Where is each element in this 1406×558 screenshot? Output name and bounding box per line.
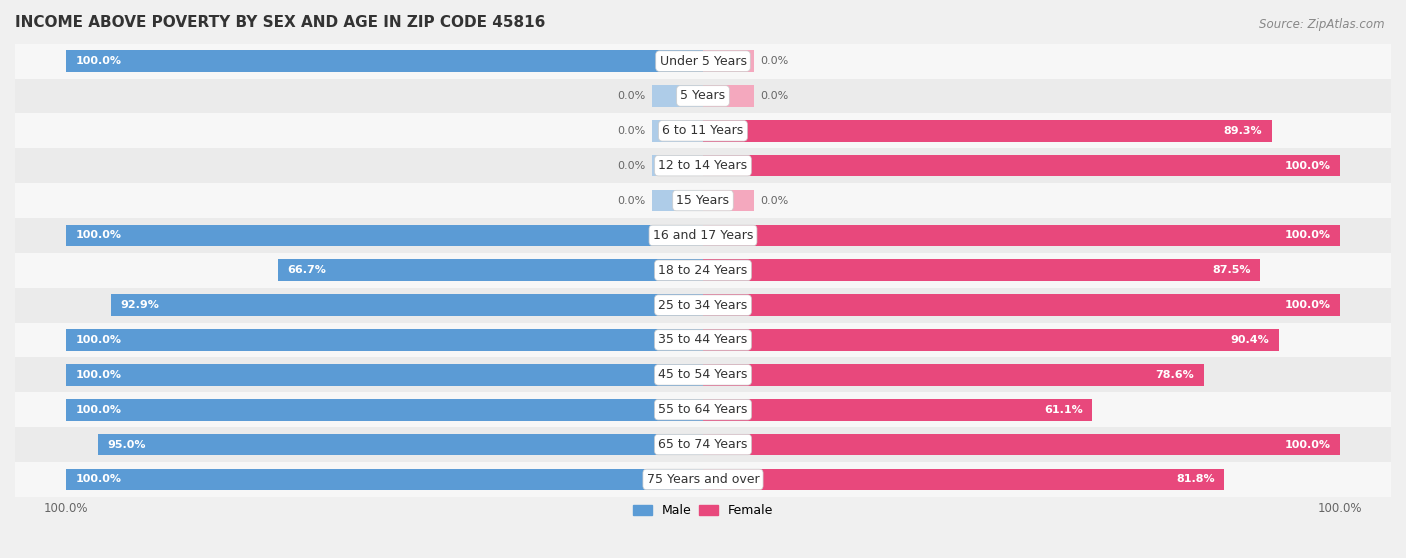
Text: INCOME ABOVE POVERTY BY SEX AND AGE IN ZIP CODE 45816: INCOME ABOVE POVERTY BY SEX AND AGE IN Z… [15, 15, 546, 30]
Text: 100.0%: 100.0% [76, 335, 121, 345]
Bar [703, 85, 754, 107]
Bar [3, 79, 1403, 113]
Text: 81.8%: 81.8% [1175, 474, 1215, 484]
Bar [66, 399, 703, 421]
Bar [3, 358, 1403, 392]
Text: 18 to 24 Years: 18 to 24 Years [658, 264, 748, 277]
Text: 100.0%: 100.0% [76, 370, 121, 380]
Bar [703, 224, 1340, 246]
Bar [652, 155, 703, 176]
Bar [278, 259, 703, 281]
Text: 55 to 64 Years: 55 to 64 Years [658, 403, 748, 416]
Bar [703, 399, 1092, 421]
Bar [3, 288, 1403, 323]
Bar [66, 50, 703, 72]
Bar [703, 190, 754, 211]
Text: 75 Years and over: 75 Years and over [647, 473, 759, 486]
Bar [703, 259, 1260, 281]
Bar [3, 323, 1403, 358]
Text: 66.7%: 66.7% [288, 265, 326, 275]
Bar [66, 364, 703, 386]
Text: 0.0%: 0.0% [761, 91, 789, 101]
Text: 45 to 54 Years: 45 to 54 Years [658, 368, 748, 381]
Text: 87.5%: 87.5% [1212, 265, 1251, 275]
Bar [66, 224, 703, 246]
Text: 100.0%: 100.0% [1285, 230, 1330, 240]
Bar [652, 120, 703, 142]
Text: 6 to 11 Years: 6 to 11 Years [662, 124, 744, 137]
Text: 100.0%: 100.0% [76, 405, 121, 415]
Text: 15 Years: 15 Years [676, 194, 730, 207]
Text: 100.0%: 100.0% [76, 230, 121, 240]
Text: 0.0%: 0.0% [761, 195, 789, 205]
Bar [703, 469, 1225, 490]
Text: 0.0%: 0.0% [761, 56, 789, 66]
Text: Source: ZipAtlas.com: Source: ZipAtlas.com [1260, 18, 1385, 31]
Text: 0.0%: 0.0% [617, 91, 645, 101]
Bar [703, 155, 1340, 176]
Text: 100.0%: 100.0% [76, 56, 121, 66]
Bar [3, 462, 1403, 497]
Bar [703, 364, 1204, 386]
Text: 100.0%: 100.0% [1285, 161, 1330, 171]
Bar [703, 294, 1340, 316]
Bar [703, 329, 1279, 351]
Text: 12 to 14 Years: 12 to 14 Years [658, 159, 748, 172]
Bar [703, 50, 754, 72]
Text: 0.0%: 0.0% [617, 195, 645, 205]
Text: 35 to 44 Years: 35 to 44 Years [658, 334, 748, 347]
Bar [3, 183, 1403, 218]
Text: 95.0%: 95.0% [107, 440, 146, 450]
Bar [3, 44, 1403, 79]
Text: 0.0%: 0.0% [617, 126, 645, 136]
Text: 65 to 74 Years: 65 to 74 Years [658, 438, 748, 451]
Bar [66, 329, 703, 351]
Bar [111, 294, 703, 316]
Text: 78.6%: 78.6% [1156, 370, 1194, 380]
Bar [3, 113, 1403, 148]
Bar [652, 85, 703, 107]
Text: 100.0%: 100.0% [1285, 440, 1330, 450]
Text: 90.4%: 90.4% [1230, 335, 1270, 345]
Bar [98, 434, 703, 455]
Bar [3, 218, 1403, 253]
Text: 5 Years: 5 Years [681, 89, 725, 103]
Bar [703, 434, 1340, 455]
Bar [3, 148, 1403, 183]
Bar [3, 392, 1403, 427]
Text: 100.0%: 100.0% [76, 474, 121, 484]
Text: 89.3%: 89.3% [1223, 126, 1263, 136]
Bar [3, 427, 1403, 462]
Bar [3, 253, 1403, 288]
Text: 100.0%: 100.0% [1285, 300, 1330, 310]
Bar [652, 190, 703, 211]
Text: 16 and 17 Years: 16 and 17 Years [652, 229, 754, 242]
Text: Under 5 Years: Under 5 Years [659, 55, 747, 68]
Text: 25 to 34 Years: 25 to 34 Years [658, 299, 748, 311]
Bar [66, 469, 703, 490]
Text: 0.0%: 0.0% [617, 161, 645, 171]
Bar [703, 120, 1272, 142]
Legend: Male, Female: Male, Female [628, 499, 778, 522]
Text: 92.9%: 92.9% [121, 300, 160, 310]
Text: 61.1%: 61.1% [1043, 405, 1083, 415]
